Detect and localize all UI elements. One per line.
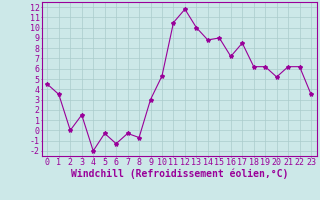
X-axis label: Windchill (Refroidissement éolien,°C): Windchill (Refroidissement éolien,°C) [70, 168, 288, 179]
